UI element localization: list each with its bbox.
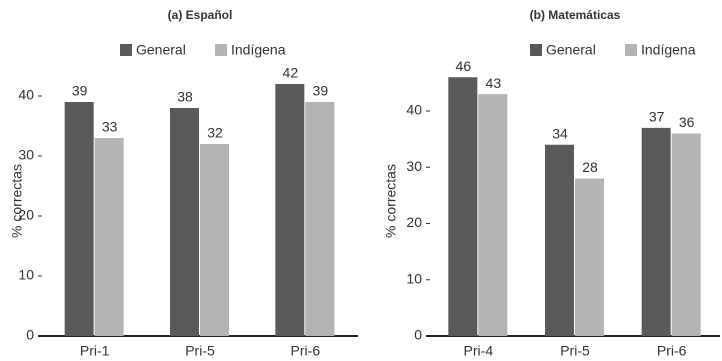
- bar: [94, 138, 124, 336]
- legend-label: General: [136, 42, 186, 58]
- bar: [200, 144, 229, 336]
- bar: [275, 84, 305, 336]
- value-label: 39: [313, 83, 329, 99]
- y-tick-label: 20: [406, 214, 422, 230]
- value-label: 33: [102, 119, 118, 135]
- value-label: 38: [177, 89, 193, 105]
- chart-title: (a) Español: [168, 8, 233, 22]
- y-tick-label: 30: [18, 147, 34, 163]
- legend-swatch: [530, 44, 542, 56]
- y-tick-label: 10: [18, 267, 34, 283]
- x-tick-label: Pri-6: [657, 343, 687, 359]
- bar: [641, 127, 671, 336]
- value-label: 43: [486, 75, 502, 91]
- value-label: 34: [552, 125, 568, 141]
- bar: [170, 108, 199, 336]
- x-tick-label: Pri-5: [560, 343, 590, 359]
- y-axis-label: % correctas: [9, 164, 25, 238]
- bar: [64, 102, 94, 336]
- y-tick-label: 40: [18, 87, 34, 103]
- legend-swatch: [215, 44, 227, 56]
- y-tick-label: 40: [406, 102, 422, 118]
- value-label: 42: [283, 65, 299, 81]
- value-label: 39: [72, 83, 88, 99]
- legend-label: Indígena: [641, 42, 696, 58]
- value-label: 28: [582, 159, 598, 175]
- value-label: 36: [679, 114, 695, 130]
- legend-swatch: [120, 44, 132, 56]
- value-label: 37: [649, 109, 665, 125]
- x-tick-label: Pri-6: [291, 343, 321, 359]
- chart-title: (b) Matemáticas: [530, 8, 621, 22]
- y-axis-label: % correctas: [383, 164, 399, 238]
- bar: [575, 178, 604, 336]
- bar: [478, 94, 508, 336]
- legend-label: Indígena: [231, 42, 286, 58]
- x-tick-label: Pri-5: [185, 343, 215, 359]
- bar: [448, 77, 478, 336]
- y-tick-label: 10: [406, 270, 422, 286]
- bar: [545, 144, 574, 336]
- x-tick-label: Pri-4: [464, 343, 494, 359]
- y-tick-label: 0: [414, 327, 422, 343]
- y-tick-label: 0: [26, 327, 34, 343]
- bar: [671, 133, 701, 336]
- x-tick-label: Pri-1: [80, 343, 110, 359]
- y-tick-label: 30: [406, 158, 422, 174]
- value-label: 32: [207, 125, 223, 141]
- y-tick-label: 20: [18, 207, 34, 223]
- legend-swatch: [625, 44, 637, 56]
- value-label: 46: [456, 58, 472, 74]
- legend-label: General: [546, 42, 596, 58]
- bar: [305, 102, 335, 336]
